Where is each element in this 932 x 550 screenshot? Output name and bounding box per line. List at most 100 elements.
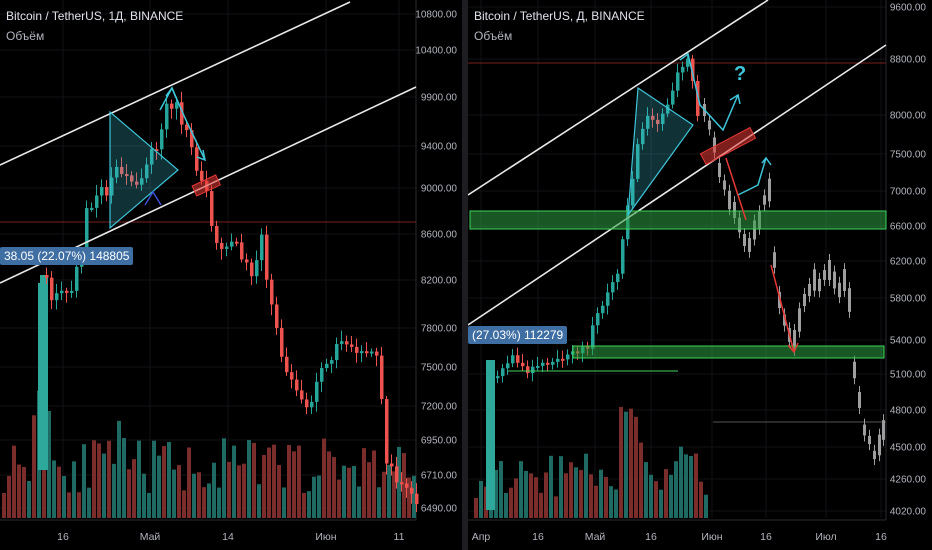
support-zone-upper <box>469 210 887 230</box>
volume-bar <box>509 487 513 518</box>
volume-bar <box>412 475 416 518</box>
chart-panel-left[interactable]: 10800.00 10400.00 9900.00 9400.00 9000.00 860… <box>0 0 462 550</box>
candle-body <box>681 66 685 73</box>
y-tick-label: 8200.00 <box>421 276 458 287</box>
chart-right-canvas[interactable]: 9600.00 8800.00 8000.00 7500.00 7000.00 6600.… <box>468 0 932 550</box>
candle-body <box>155 149 159 152</box>
candle-body <box>641 128 645 145</box>
candle-body <box>215 225 219 243</box>
tag-gap <box>0 273 40 283</box>
volume-bar <box>22 467 26 518</box>
volume-bar <box>287 444 291 518</box>
candle-body <box>506 363 510 369</box>
volume-bar <box>579 470 583 518</box>
volume-bar <box>2 492 6 518</box>
candle-body <box>320 368 324 382</box>
candle-body <box>75 266 79 291</box>
y-tick-label: 9000.00 <box>421 184 458 195</box>
candle-body <box>646 115 650 129</box>
candle-body <box>591 325 595 349</box>
volume-bar <box>397 446 401 518</box>
x-tick-label: 14 <box>222 531 234 543</box>
y-tick-label: 7200.00 <box>421 402 458 413</box>
volume-bar <box>157 455 161 518</box>
y-tick-label: 9900.00 <box>421 93 458 104</box>
arrow-head <box>196 149 207 162</box>
volume-bar <box>479 480 483 518</box>
y-tick-label: 4800.00 <box>890 406 927 417</box>
volume-bar <box>694 453 698 518</box>
volume-bar <box>247 440 251 518</box>
volume-bar <box>499 461 503 518</box>
candle-body <box>400 482 404 485</box>
volume-bar <box>342 465 346 518</box>
volume-bar <box>584 453 588 518</box>
candle-body <box>330 360 334 364</box>
candle-body <box>631 178 635 206</box>
candle-body <box>300 390 304 400</box>
x-tick-label: Май <box>585 531 606 543</box>
channel-upper-line <box>468 0 769 196</box>
candle-body <box>55 293 59 301</box>
projection-path-2 <box>737 157 767 196</box>
candle-body <box>220 242 224 249</box>
candle-body <box>45 275 49 278</box>
volume-bar <box>594 485 598 518</box>
measure-tag-left: 38.05 (22.07%) 148805 <box>0 247 134 265</box>
chart-panel-right[interactable]: 9600.00 8800.00 8000.00 7500.00 7000.00 6600.… <box>468 0 932 550</box>
volume-bar <box>674 461 678 518</box>
candle-body <box>345 341 349 345</box>
volume-bar <box>704 494 708 518</box>
candle-body <box>255 260 259 277</box>
candle-body <box>686 58 690 67</box>
candle-body <box>606 292 610 306</box>
volume-bar <box>177 465 181 518</box>
volume-bar <box>609 486 613 518</box>
triangle-pattern <box>109 110 179 230</box>
breakout-box <box>699 126 757 166</box>
candle-body <box>265 234 269 280</box>
y-tick-label: 9600.00 <box>890 3 927 14</box>
candle-body <box>375 351 379 356</box>
candle-body <box>160 129 164 150</box>
candle-body <box>290 372 294 380</box>
volume-bar <box>659 489 663 518</box>
volume-bar <box>222 438 226 518</box>
candle-body <box>150 149 154 165</box>
volume-bar <box>97 443 101 518</box>
candle-body <box>541 362 545 366</box>
y-tick-label: 10400.00 <box>415 46 457 57</box>
candle-body <box>526 366 530 374</box>
candle-body <box>370 351 374 354</box>
candle-body <box>621 239 625 274</box>
volume-bar <box>122 438 126 518</box>
candle-body <box>410 487 414 494</box>
candle-body <box>551 361 555 365</box>
volume-bar <box>619 406 623 518</box>
candle-body <box>561 358 565 361</box>
x-tick-label: 11 <box>394 531 405 543</box>
volume-bar <box>202 487 206 518</box>
candle-body <box>235 241 239 244</box>
arrow-head <box>729 93 741 105</box>
candle-body <box>85 208 89 257</box>
candle-body <box>395 466 399 483</box>
candle-body <box>225 246 229 249</box>
candle-body <box>516 355 520 363</box>
candle-body <box>190 130 194 148</box>
candle-body <box>95 195 99 208</box>
candle-body <box>70 290 74 293</box>
volume-bar <box>549 455 553 518</box>
candle-body <box>170 103 174 109</box>
volume-bar <box>372 450 376 518</box>
chart-left-canvas[interactable]: 10800.00 10400.00 9900.00 9400.00 9000.00 860… <box>0 0 462 550</box>
y-tick-label: 5800.00 <box>890 294 927 305</box>
volume-bar <box>347 467 351 518</box>
volume-bar <box>599 469 603 518</box>
candle-body <box>616 273 620 283</box>
volume-bar <box>654 481 658 518</box>
volume-bar <box>474 497 478 518</box>
volume-bar <box>569 462 573 518</box>
volume-bar <box>212 462 216 518</box>
volume-bar <box>132 459 136 518</box>
